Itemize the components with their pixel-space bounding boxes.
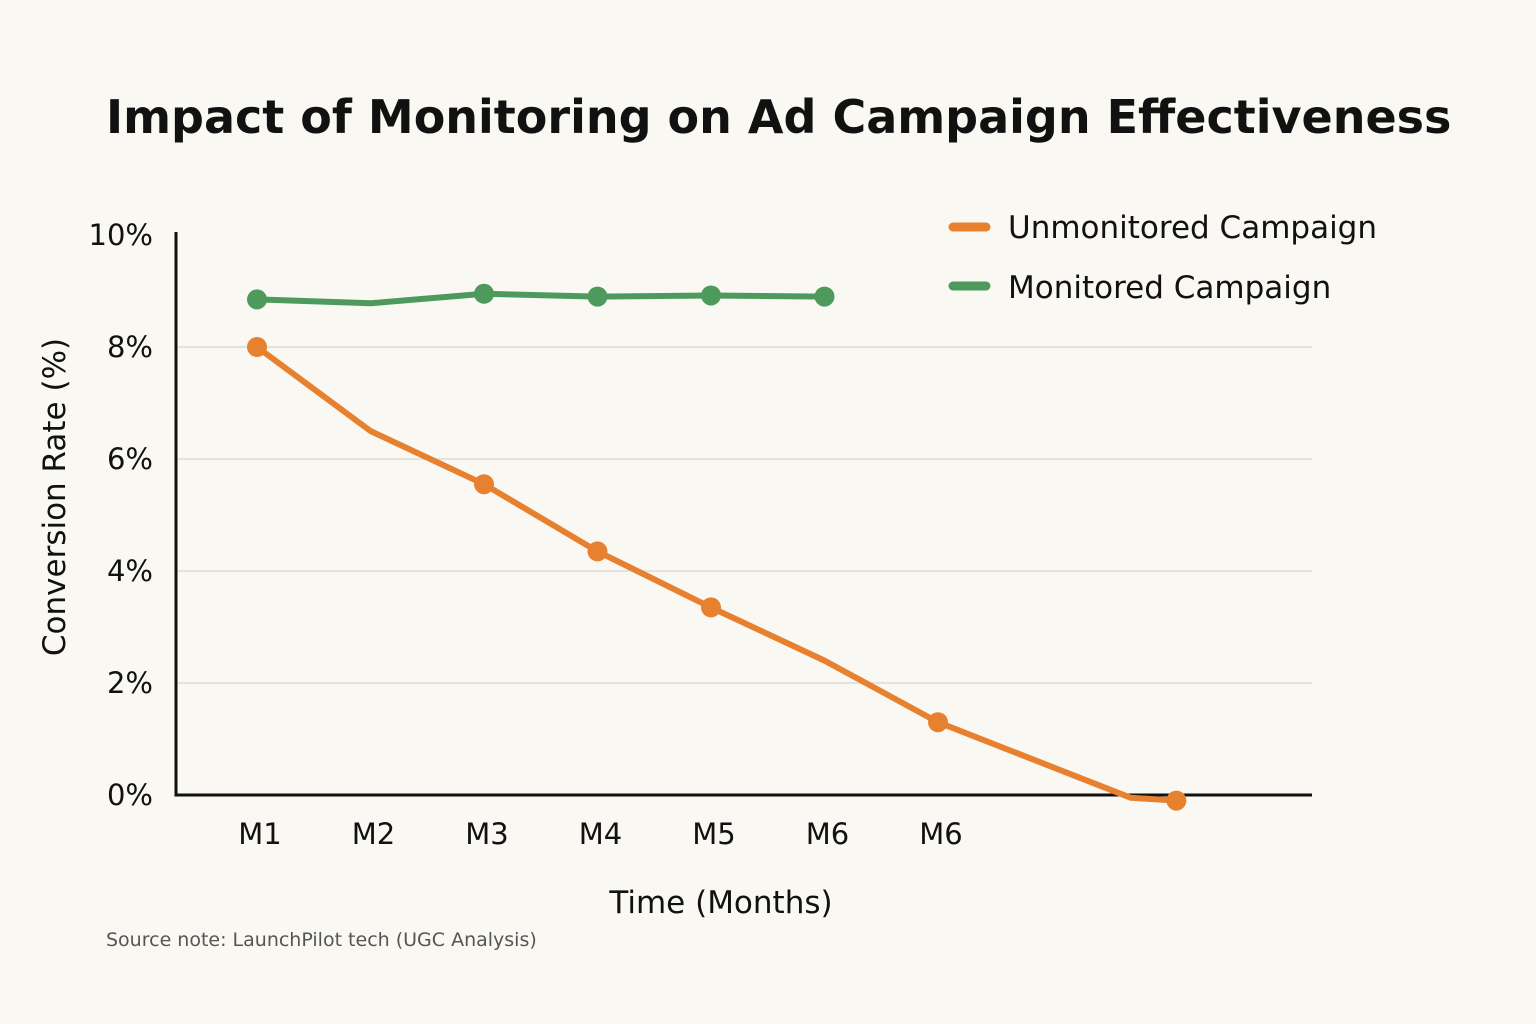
y-tick-label: 10% [89, 218, 153, 252]
data-point-monitored-campaign [474, 283, 494, 304]
series-monitored-campaign [247, 283, 835, 310]
source-note: Source note: LaunchPilot tech (UGC Analy… [106, 929, 537, 951]
y-tick-label: 8% [107, 330, 153, 364]
data-point-monitored-campaign [814, 286, 835, 307]
x-axis-ticks: M1 M2 M3 M4 M5 M6 M6 [238, 817, 962, 851]
data-point-unmonitored-campaign [247, 337, 267, 357]
x-tick-label: M6 [919, 817, 962, 851]
series-unmonitored-campaign [247, 337, 1187, 811]
x-tick-label: M4 [579, 817, 622, 851]
x-tick-label: M3 [465, 817, 508, 851]
data-point-monitored-campaign [701, 285, 721, 306]
data-point-unmonitored-campaign [474, 474, 494, 495]
legend-label-unmonitored: Unmonitored Campaign [1008, 210, 1377, 246]
series-line-unmonitored-campaign [254, 344, 1180, 804]
series-layer [247, 283, 1187, 811]
data-point-monitored-campaign [247, 289, 267, 310]
data-point-unmonitored-campaign [587, 541, 608, 562]
series-line-monitored-campaign [254, 290, 828, 307]
y-tick-label: 0% [107, 778, 153, 812]
y-axis-label: Conversion Rate (%) [37, 338, 73, 656]
x-tick-label: M1 [238, 817, 281, 851]
x-tick-label: M5 [692, 817, 735, 851]
chart-title: Impact of Monitoring on Ad Campaign Effe… [106, 90, 1451, 144]
y-tick-label: 4% [107, 554, 153, 588]
data-point-unmonitored-campaign [701, 597, 721, 618]
y-tick-label: 2% [107, 666, 153, 700]
y-tick-label: 6% [107, 442, 153, 476]
y-axis-ticks: 0% 2% 4% 6% 8% 10% [89, 218, 153, 812]
x-tick-label: M6 [806, 817, 849, 851]
axes [174, 232, 1312, 797]
legend: Unmonitored Campaign Monitored Campaign [948, 210, 1377, 306]
data-point-monitored-campaign [587, 286, 608, 307]
x-axis-label: Time (Months) [608, 885, 832, 921]
x-tick-label: M2 [352, 817, 395, 851]
data-point-unmonitored-campaign [1166, 790, 1187, 811]
legend-label-monitored: Monitored Campaign [1008, 270, 1331, 306]
data-point-unmonitored-campaign [928, 712, 948, 733]
gridlines [176, 346, 1312, 684]
